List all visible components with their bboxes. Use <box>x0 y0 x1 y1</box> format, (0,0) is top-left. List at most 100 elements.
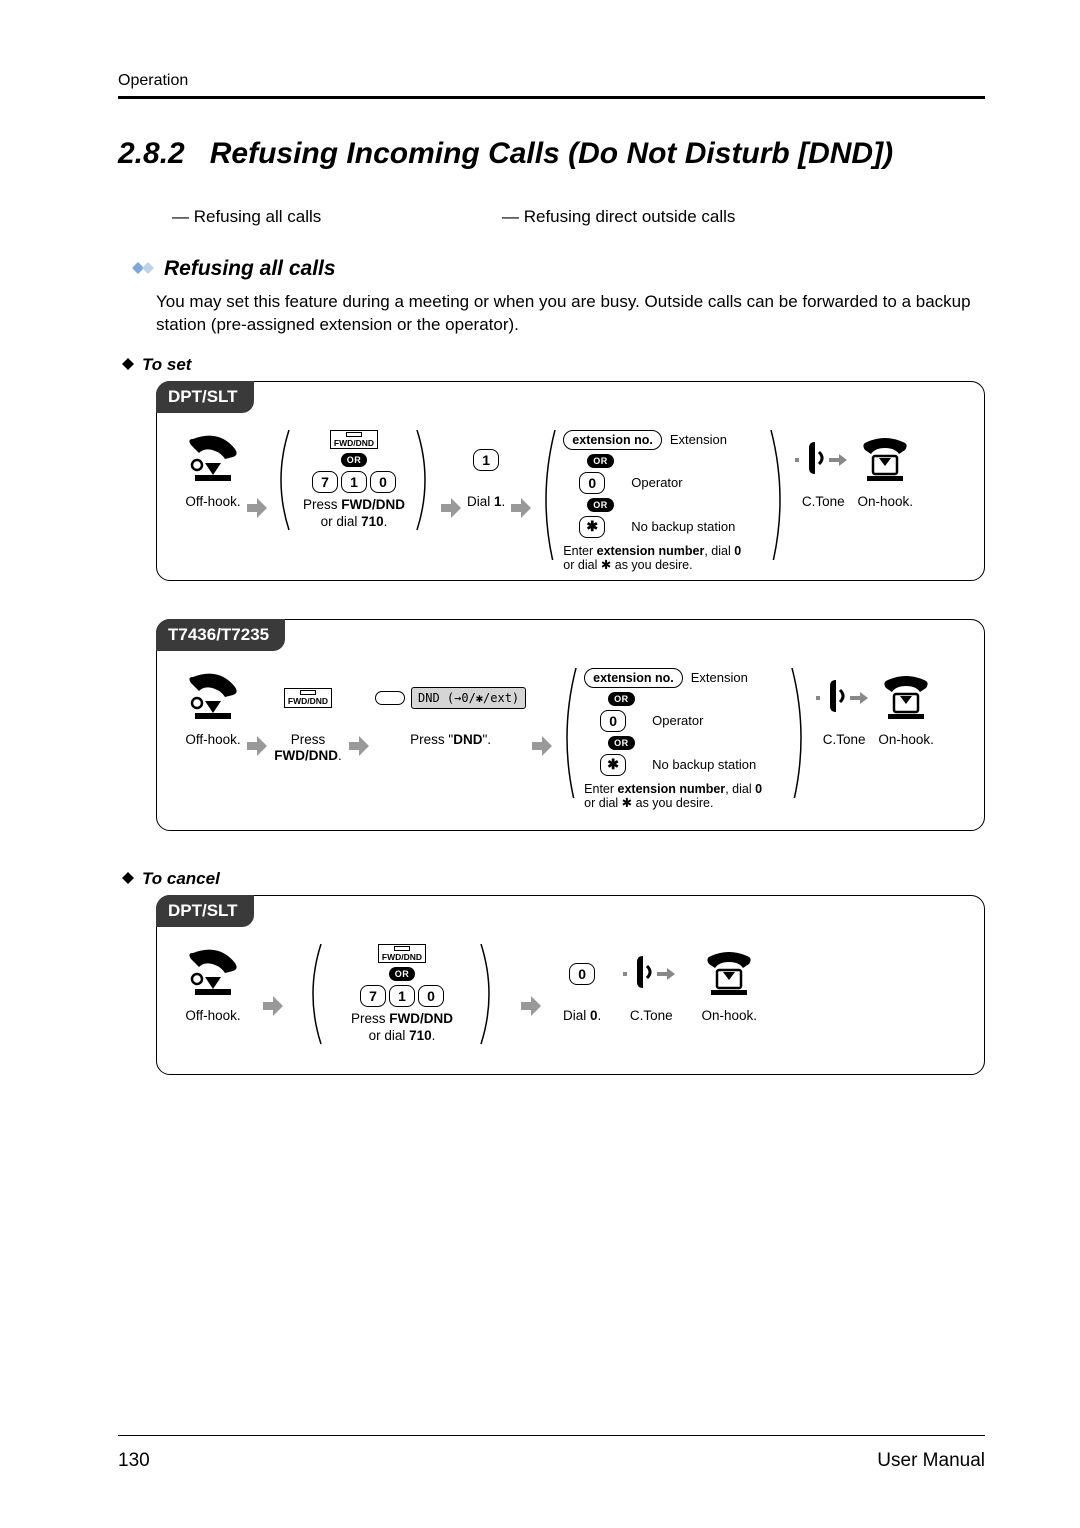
dial0-caption: Dial 0. <box>563 1008 601 1024</box>
page-number: 130 <box>118 1450 150 1472</box>
bracket-close-icon <box>769 430 789 560</box>
step-cancel: To cancel <box>142 869 220 889</box>
or-pill: OR <box>587 454 614 468</box>
rule-bottom <box>118 1435 985 1436</box>
key-0c: 0 <box>569 963 595 985</box>
onhook-caption: On-hook. <box>858 494 914 510</box>
or-pill: OR <box>341 453 368 467</box>
or-pill: OR <box>608 736 635 750</box>
section-number: 2.8.2 <box>118 137 185 170</box>
step-ctone: C.Tone <box>623 944 679 1024</box>
step-onhook: On-hook. <box>857 430 913 510</box>
offhook-caption: Off-hook. <box>185 494 240 510</box>
digit-row: 7 1 0 <box>312 471 396 493</box>
diamond-black-icon <box>122 358 136 372</box>
bracket-open-icon <box>305 944 325 1054</box>
footer-right: User Manual <box>877 1450 985 1472</box>
key-1: 1 <box>389 985 415 1007</box>
key-star: ✱ <box>579 516 605 538</box>
bracket-close-icon <box>790 668 810 798</box>
offhook-caption: Off-hook. <box>185 1008 240 1024</box>
operator-label: Operator <box>652 713 703 728</box>
diamond-black-icon <box>122 872 136 886</box>
key-0b: 0 <box>600 710 626 732</box>
flowcard-dpt-cancel: DPT/SLT Off-hook. FWD/DND OR 7 1 0 <box>156 895 985 1075</box>
key-0: 0 <box>418 985 444 1007</box>
arrow-icon <box>441 498 461 518</box>
step-offhook: Off-hook. <box>185 668 241 748</box>
offhook-caption: Off-hook. <box>185 732 240 748</box>
step-fwd-or-710: FWD/DND OR 7 1 0 Press FWD/DND or dial 7… <box>347 944 457 1044</box>
key-0: 0 <box>370 471 396 493</box>
enter-caption: Enter extension number, dial 0 or dial ✱… <box>563 544 741 573</box>
step-offhook: Off-hook. <box>185 944 241 1024</box>
diamond-bullets-icon <box>132 262 156 276</box>
bracket-open-icon <box>537 430 557 560</box>
key-1: 1 <box>341 471 367 493</box>
press-fwd-caption: PressFWD/DND. <box>274 732 342 764</box>
press-fwd-caption: Press FWD/DND or dial 710. <box>303 497 405 529</box>
ctone-caption: C.Tone <box>630 1008 673 1024</box>
key-star: ✱ <box>600 754 626 776</box>
bracket-open-icon <box>273 430 293 540</box>
ext-label: Extension <box>670 432 727 447</box>
digit-row: 7 1 0 <box>360 985 444 1007</box>
nobackup-label: No backup station <box>631 519 735 534</box>
step-dial-1: 1 Dial 1. <box>467 430 505 510</box>
arrow-icon <box>247 498 267 518</box>
fwd-dnd-button-icon: FWD/DND <box>330 430 378 450</box>
step-softkey-dnd: DND (→0/✱/ext) Press "DND". <box>375 668 526 748</box>
card-tag: DPT/SLT <box>156 895 254 927</box>
choices: extension no.Extension OR 0Operator OR ✱… <box>563 430 735 538</box>
key-0b: 0 <box>579 472 605 494</box>
onhook-icon <box>857 436 913 484</box>
step-choose-target: extension no.Extension OR 0Operator OR ✱… <box>563 430 763 573</box>
nobackup-label: No backup station <box>652 757 756 772</box>
ctone-icon <box>816 676 872 720</box>
section-title: 2.8.2 Refusing Incoming Calls (Do Not Di… <box>118 137 985 171</box>
arrow-icon <box>532 736 552 756</box>
arrow-icon <box>263 996 283 1016</box>
bracket-close-icon <box>479 944 499 1054</box>
or-pill: OR <box>587 498 614 512</box>
toc-links: — Refusing all calls — Refusing direct o… <box>118 207 985 227</box>
flowcard-t7436-set: T7436/T7235 Off-hook. FWD/DND PressFWD/D… <box>156 619 985 831</box>
ctone-caption: C.Tone <box>802 494 845 510</box>
choices: extension no.Extension OR 0Operator OR ✱… <box>584 668 756 776</box>
ext-label: Extension <box>691 670 748 685</box>
step-set-row: To set <box>118 355 985 375</box>
onhook-icon <box>878 674 934 722</box>
bracket-close-icon <box>415 430 435 540</box>
step-choose-target: extension no.Extension OR 0Operator OR ✱… <box>584 668 784 811</box>
press-fwd-caption: Press FWD/DND or dial 710. <box>351 1011 453 1043</box>
page-footer: 130 User Manual <box>118 1450 985 1472</box>
step-ctone: C.Tone <box>816 668 872 748</box>
manual-page: Operation 2.8.2 Refusing Incoming Calls … <box>0 0 1080 1528</box>
section-heading: Refusing Incoming Calls (Do Not Disturb … <box>210 137 893 170</box>
arrow-icon <box>247 736 267 756</box>
link-refuse-outside: — Refusing direct outside calls <box>502 207 735 227</box>
key-7: 7 <box>360 985 386 1007</box>
ext-no-pill: extension no. <box>563 430 662 450</box>
enter-caption: Enter extension number, dial 0 or dial ✱… <box>584 782 762 811</box>
step-dial-0: 0 Dial 0. <box>563 944 601 1024</box>
step-fwd-or-710: FWD/DND OR 7 1 0 Press FWD/DND or dial 7… <box>299 430 409 530</box>
onhook-icon <box>701 950 757 998</box>
fwd-dnd-button-icon: FWD/DND <box>378 944 426 964</box>
ctone-icon <box>623 952 679 996</box>
onhook-caption: On-hook. <box>878 732 934 748</box>
key-7: 7 <box>312 471 338 493</box>
body-paragraph: You may set this feature during a meetin… <box>118 291 985 337</box>
or-pill: OR <box>389 967 416 981</box>
ctone-caption: C.Tone <box>823 732 866 748</box>
offhook-icon <box>185 435 241 485</box>
softkey-oval-icon <box>375 691 405 705</box>
onhook-caption: On-hook. <box>702 1008 758 1024</box>
step-press-fwd: FWD/DND PressFWD/DND. <box>273 668 343 764</box>
subhead-row: Refusing all calls <box>118 257 985 281</box>
fwd-dnd-button-icon: FWD/DND <box>284 688 332 708</box>
ctone-icon <box>795 438 851 482</box>
card-tag: DPT/SLT <box>156 381 254 413</box>
subhead: Refusing all calls <box>164 257 336 281</box>
arrow-icon <box>349 736 369 756</box>
